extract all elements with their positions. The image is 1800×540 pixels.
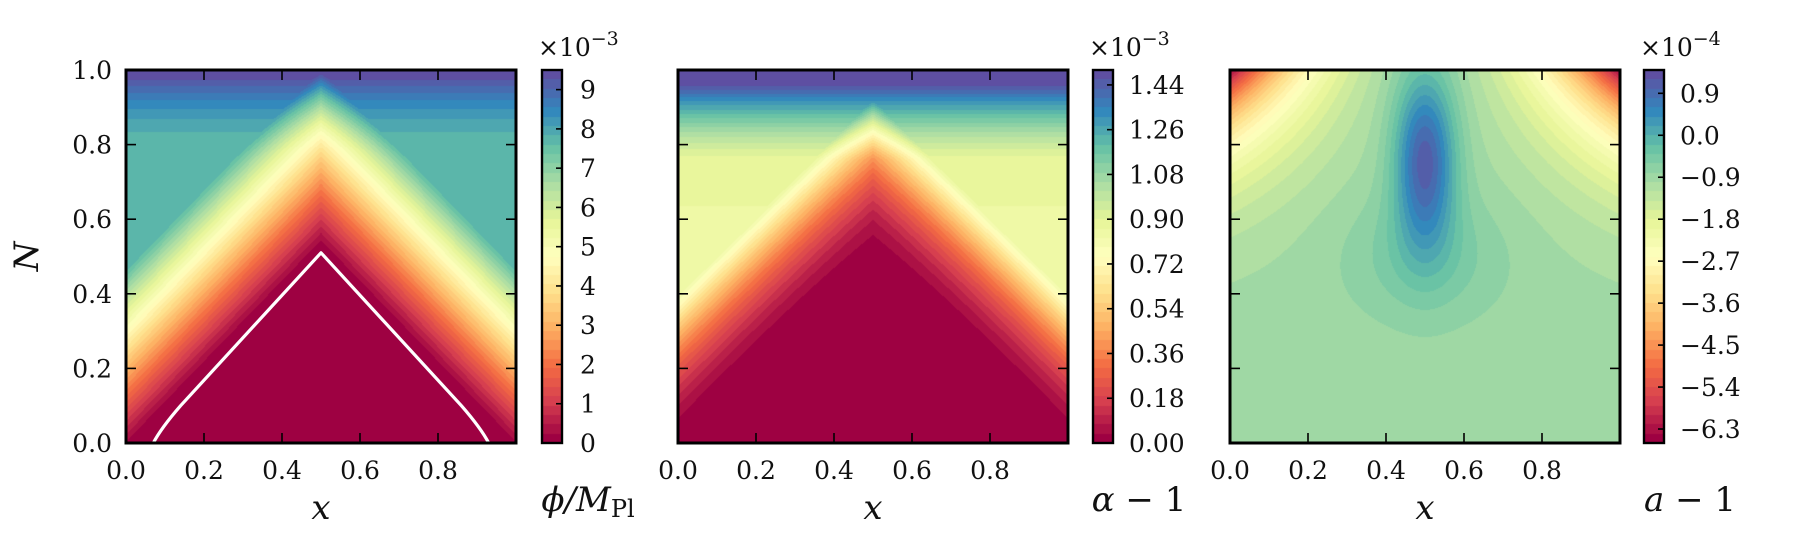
colorbar-label: α − 1 bbox=[1092, 480, 1187, 520]
colorbar-multiplier: ×10−3 bbox=[538, 28, 619, 62]
colorbar-tick-label: 8 bbox=[580, 115, 596, 144]
colorbar-tick-label: −6.3 bbox=[1680, 415, 1741, 444]
x-tick-label: 0.6 bbox=[892, 456, 932, 485]
y-axis-label: N bbox=[7, 240, 47, 272]
x-tick-label: 0.4 bbox=[262, 456, 302, 485]
colorbar-tick-label: 0.00 bbox=[1129, 429, 1185, 458]
panel-1-field bbox=[126, 70, 516, 443]
panel-2-colorbar-gradient bbox=[1093, 70, 1113, 443]
panel-2-field bbox=[678, 70, 1068, 443]
panel-1-frame bbox=[124, 68, 518, 445]
x-tick-label: 0.8 bbox=[1522, 456, 1562, 485]
x-tick-label: 0.2 bbox=[1288, 456, 1328, 485]
colorbar-tick-label: 0.90 bbox=[1129, 205, 1185, 234]
colorbar-tick-label: 0.0 bbox=[1680, 121, 1720, 150]
colorbar-tick-label: 2 bbox=[580, 350, 596, 379]
panel-3-colorbar-frame bbox=[1642, 68, 1666, 445]
y-tick-label: 1.0 bbox=[72, 56, 112, 85]
colorbar-tick-label: 9 bbox=[580, 76, 596, 105]
x-tick-label: 0.0 bbox=[1210, 456, 1250, 485]
colorbar-tick-label: 1 bbox=[580, 390, 596, 419]
y-tick-label: 0.8 bbox=[72, 131, 112, 160]
colorbar-tick-label: 3 bbox=[580, 311, 596, 340]
y-tick-label: 0.6 bbox=[72, 205, 112, 234]
colorbar-tick-label: 1.08 bbox=[1129, 160, 1185, 189]
colorbar-multiplier: ×10−3 bbox=[1089, 28, 1170, 62]
x-axis-label: x bbox=[1415, 488, 1434, 528]
colorbar-tick-label: 1.26 bbox=[1129, 116, 1185, 145]
x-axis-label: x bbox=[311, 488, 330, 528]
x-tick-label: 0.6 bbox=[1444, 456, 1484, 485]
x-tick-label: 0.4 bbox=[814, 456, 854, 485]
colorbar-tick-label: 7 bbox=[580, 154, 596, 183]
colorbar-tick-label: 0.18 bbox=[1129, 384, 1185, 413]
x-axis-label: x bbox=[863, 488, 882, 528]
colorbar-tick-label: 6 bbox=[580, 193, 596, 222]
panel-1-colorbar-gradient bbox=[542, 70, 562, 443]
colorbar-tick-label: 0.72 bbox=[1129, 250, 1185, 279]
colorbar-multiplier: ×10−4 bbox=[1640, 28, 1721, 62]
panel-2-colorbar-frame bbox=[1091, 68, 1115, 445]
colorbar-tick-label: −5.4 bbox=[1680, 373, 1741, 402]
colorbar-tick-label: −2.7 bbox=[1680, 247, 1741, 276]
x-tick-label: 0.0 bbox=[658, 456, 698, 485]
x-tick-label: 0.8 bbox=[418, 456, 458, 485]
panel-3-field bbox=[1230, 70, 1620, 443]
x-tick-label: 0.2 bbox=[736, 456, 776, 485]
colorbar-tick-label: −1.8 bbox=[1680, 205, 1741, 234]
x-tick-label: 0.6 bbox=[340, 456, 380, 485]
x-tick-label: 0.8 bbox=[970, 456, 1010, 485]
colorbar-tick-label: 0 bbox=[580, 429, 596, 458]
colorbar-tick-label: −3.6 bbox=[1680, 289, 1741, 318]
panel-2-frame bbox=[676, 68, 1070, 445]
colorbar-label: ϕ/MPl bbox=[541, 480, 634, 523]
panel-1-colorbar-frame bbox=[540, 68, 564, 445]
x-tick-label: 0.4 bbox=[1366, 456, 1406, 485]
y-tick-label: 0.4 bbox=[72, 280, 112, 309]
colorbar-label: a − 1 bbox=[1644, 480, 1736, 520]
colorbar-tick-label: 5 bbox=[580, 233, 596, 262]
y-tick-label: 0.0 bbox=[72, 429, 112, 458]
panel-3-frame bbox=[1228, 68, 1622, 445]
colorbar-tick-label: −0.9 bbox=[1680, 163, 1741, 192]
y-tick-label: 0.2 bbox=[72, 354, 112, 383]
x-tick-label: 0.0 bbox=[106, 456, 146, 485]
boundary-curve bbox=[151, 251, 491, 444]
colorbar-tick-label: 1.44 bbox=[1129, 71, 1185, 100]
colorbar-tick-label: 4 bbox=[580, 272, 596, 301]
x-tick-label: 0.2 bbox=[184, 456, 224, 485]
colorbar-tick-label: 0.54 bbox=[1129, 295, 1185, 324]
colorbar-tick-label: 0.36 bbox=[1129, 339, 1185, 368]
colorbar-tick-label: 0.9 bbox=[1680, 79, 1720, 108]
colorbar-tick-label: −4.5 bbox=[1680, 331, 1741, 360]
panel-3-colorbar-gradient bbox=[1644, 70, 1664, 443]
